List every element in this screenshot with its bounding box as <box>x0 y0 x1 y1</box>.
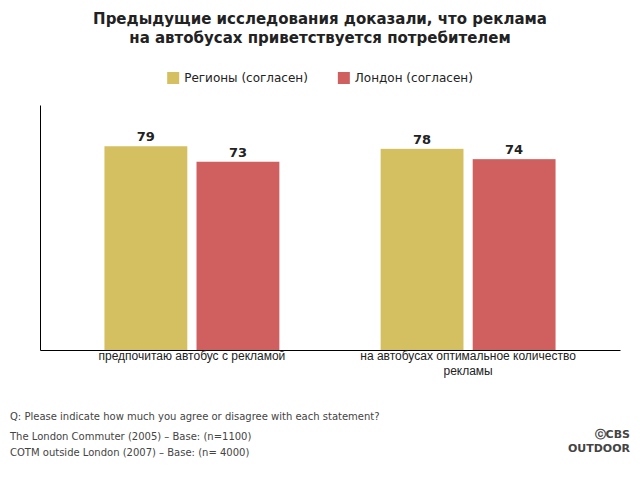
chart: Предыдущие исследования доказали, что ре… <box>0 0 640 480</box>
text-line: предпочитаю автобус с рекламой <box>98 349 285 363</box>
legend: Регионы (согласен) Лондон (согласен) <box>167 71 473 85</box>
data-label: 74 <box>505 142 523 157</box>
legend-swatch <box>167 72 179 84</box>
bar <box>104 146 187 350</box>
text-line: OUTDOOR <box>568 442 631 455</box>
logo: ⓒCBSOUTDOOR <box>568 428 631 455</box>
text-line: COTM outside London (2007) – Base: (n= 4… <box>10 447 249 458</box>
text-line: The London Commuter (2005) – Base: (n=11… <box>9 431 251 442</box>
text-line: на автобусах оптимальное количество <box>360 349 576 363</box>
legend-label: Лондон (согласен) <box>355 71 473 85</box>
y-axis <box>40 106 41 351</box>
x-tick: предпочитаю автобус с рекламой <box>98 349 285 363</box>
text-line: ⓒCBS <box>595 428 630 441</box>
x-tick: на автобусах оптимальное количестворекла… <box>360 349 576 378</box>
x-tick-label: на автобусах оптимальное количестворекла… <box>360 349 576 378</box>
text-line: Q: Please indicate how much you agree or… <box>10 411 380 422</box>
text-line: Предыдущие исследования доказали, что ре… <box>93 10 547 28</box>
bars <box>104 146 555 350</box>
title: Предыдущие исследования доказали, что ре… <box>93 10 547 47</box>
x-tick-label: предпочитаю автобус с рекламой <box>98 349 285 363</box>
legend-label: Регионы (согласен) <box>184 71 308 85</box>
bar <box>197 162 280 350</box>
legend-swatch <box>338 72 350 84</box>
footnote: The London Commuter (2005) – Base: (n=11… <box>9 431 251 442</box>
data-label: 78 <box>413 132 431 147</box>
y-axis-line <box>40 106 41 351</box>
x-axis: предпочитаю автобус с рекламой на автобус… <box>41 349 621 378</box>
plot: 79 78 73 74 предпочитаю автобус с рекламой на… <box>41 106 621 379</box>
footnote: COTM outside London (2007) – Base: (n= 4… <box>10 447 249 458</box>
text-line: на автобусах приветствуется потребителем <box>129 29 510 47</box>
legend-item: Регионы (согласен) <box>167 71 308 85</box>
data-labels: 79 78 73 74 <box>137 129 523 159</box>
text-line: рекламы <box>443 364 492 378</box>
footnote: Q: Please indicate how much you agree or… <box>10 411 380 422</box>
legend-item: Лондон (согласен) <box>338 71 473 85</box>
data-label: 73 <box>229 145 247 160</box>
annotations: Q: Please indicate how much you agree or… <box>9 411 631 458</box>
bar <box>381 149 464 350</box>
data-label: 79 <box>137 129 155 144</box>
bar <box>473 159 556 350</box>
